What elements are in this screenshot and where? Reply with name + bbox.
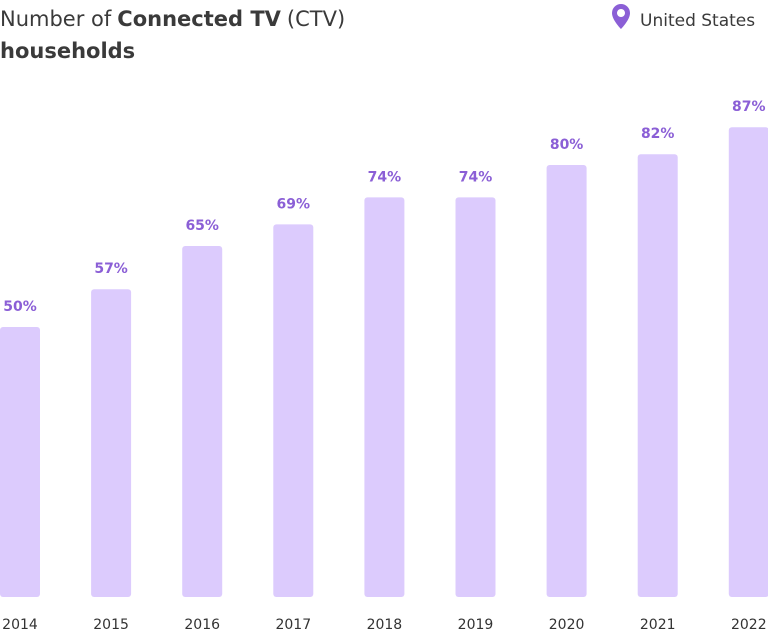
x-tick-label: 2022 bbox=[731, 617, 767, 633]
x-tick-label: 2015 bbox=[93, 617, 129, 633]
value-label: 50% bbox=[3, 299, 37, 315]
title-part: Connected TV bbox=[117, 7, 281, 31]
bar bbox=[0, 327, 40, 597]
bar bbox=[91, 289, 132, 597]
value-label: 74% bbox=[459, 169, 493, 185]
bar bbox=[728, 127, 768, 597]
value-label: 57% bbox=[94, 261, 128, 277]
location-label: United States bbox=[640, 11, 755, 31]
bar bbox=[364, 197, 405, 597]
value-label: 65% bbox=[185, 218, 219, 234]
bar bbox=[546, 165, 587, 597]
x-tick-label: 2016 bbox=[184, 617, 220, 633]
chart-title: Number of Connected TV (CTV) bbox=[0, 7, 345, 31]
x-tick-label: 2017 bbox=[275, 617, 311, 633]
value-label: 82% bbox=[641, 126, 675, 142]
x-tick-label: 2021 bbox=[640, 617, 676, 633]
location-icon bbox=[612, 4, 630, 29]
title-part: households bbox=[0, 39, 135, 63]
title-part: (CTV) bbox=[287, 7, 345, 31]
x-tick-label: 2014 bbox=[2, 617, 38, 633]
value-label: 87% bbox=[732, 99, 766, 115]
x-tick-label: 2020 bbox=[549, 617, 585, 633]
bar bbox=[182, 246, 223, 597]
value-label: 80% bbox=[550, 137, 584, 153]
bar bbox=[455, 197, 496, 597]
bar bbox=[637, 154, 678, 597]
value-label: 74% bbox=[368, 169, 402, 185]
x-tick-label: 2018 bbox=[367, 617, 403, 633]
bar bbox=[273, 224, 314, 597]
chart-title: households bbox=[0, 39, 135, 63]
value-label: 69% bbox=[277, 196, 311, 212]
x-tick-label: 2019 bbox=[458, 617, 494, 633]
title-part: Number of bbox=[0, 7, 112, 31]
